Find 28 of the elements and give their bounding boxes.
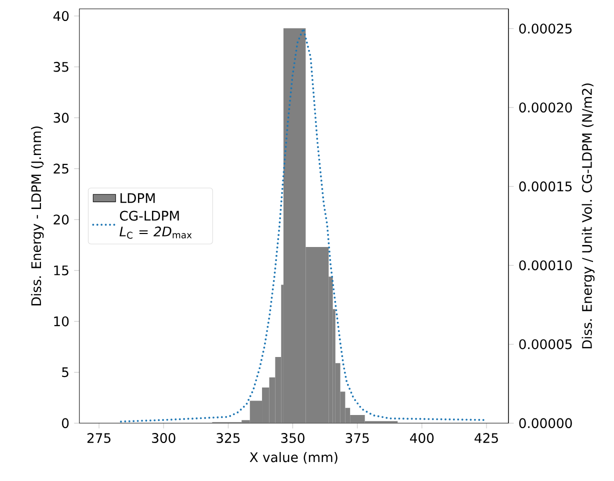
- y2-tick-label: 0.00015: [519, 181, 572, 192]
- y-tick-label: 0: [62, 418, 69, 428]
- y-tick-label: 25: [54, 164, 68, 174]
- legend-label: LDPM: [120, 193, 155, 203]
- x-tick-label: 400: [410, 432, 434, 443]
- y-tick-label: 35: [54, 62, 68, 72]
- line-series: [120, 27, 486, 422]
- x-axis-title: X value (mm): [250, 452, 338, 464]
- y2-tick-label: 0.00010: [519, 260, 572, 270]
- x-tick-label: 325: [216, 432, 240, 443]
- y2-tick-label: 0.00025: [519, 23, 572, 34]
- y-tick-label: 15: [54, 265, 68, 276]
- y-tick-label: 40: [53, 10, 69, 21]
- y-tick-label: 5: [62, 367, 68, 377]
- x-tick-label: 300: [152, 432, 176, 443]
- y-tick-label: 30: [54, 112, 69, 123]
- x-tick-label: 275: [87, 432, 110, 443]
- y-tick-label: 10: [54, 316, 69, 326]
- y2-tick-label: 0.00020: [519, 102, 572, 112]
- legend-label: CG-LDPM L$_{C}$ = 2D$_{max}$: [120, 210, 192, 239]
- x-tick-label: 350: [281, 432, 304, 443]
- y2-axis-title: Diss. Energy / Unit Vol. CG-LDPM (N/m2): [582, 83, 595, 348]
- y-axis-title: Diss. Energy - LDPM (J.mm): [30, 126, 44, 306]
- x-tick-label: 425: [474, 432, 498, 443]
- y-tick-label: 20: [54, 214, 69, 224]
- y2-tick-label: 0.00000: [519, 418, 572, 428]
- x-tick-label: 375: [346, 432, 369, 443]
- y2-tick-label: 0.00005: [519, 339, 572, 350]
